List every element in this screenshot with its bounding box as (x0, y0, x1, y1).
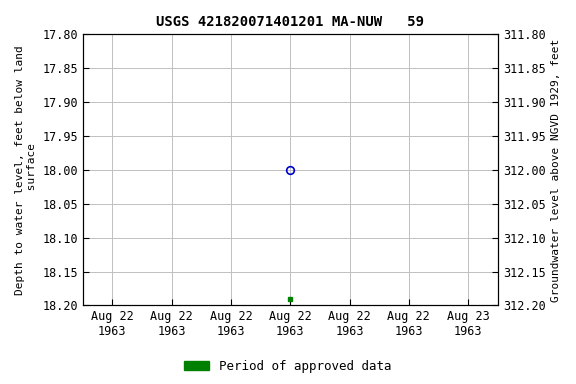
Y-axis label: Depth to water level, feet below land
 surface: Depth to water level, feet below land su… (15, 45, 37, 295)
Title: USGS 421820071401201 MA-NUW   59: USGS 421820071401201 MA-NUW 59 (156, 15, 425, 29)
Y-axis label: Groundwater level above NGVD 1929, feet: Groundwater level above NGVD 1929, feet (551, 38, 561, 301)
Legend: Period of approved data: Period of approved data (179, 355, 397, 378)
